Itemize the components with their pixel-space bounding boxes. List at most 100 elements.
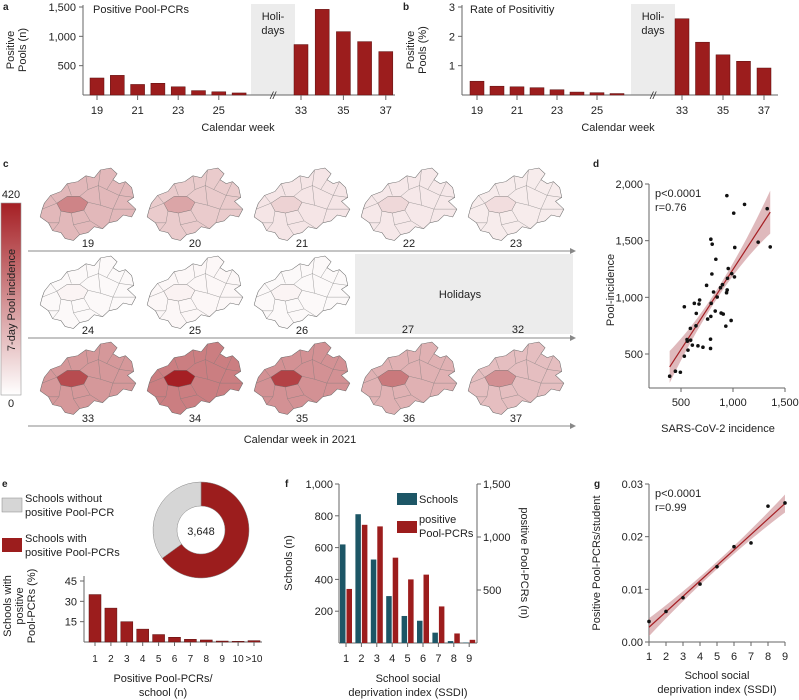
x-tick-label: 2 — [358, 653, 364, 665]
bar-week-34 — [314, 9, 330, 96]
map-week-20 — [146, 167, 244, 241]
data-point — [694, 311, 699, 316]
x-tick-label: 500 — [672, 397, 690, 409]
y-tick-label: 0.00 — [622, 637, 643, 649]
data-point — [725, 276, 730, 281]
bar-pcrs-9 — [469, 639, 476, 643]
stat-label: p<0.0001 — [655, 188, 701, 200]
holiday-region — [631, 4, 675, 95]
data-point — [732, 245, 737, 250]
x-axis-label: School social — [376, 673, 441, 685]
data-point — [692, 301, 697, 306]
x-tick-label: 33 — [676, 105, 688, 117]
bar-schools-2 — [355, 514, 361, 643]
x-tick-label: 1 — [92, 654, 98, 665]
legend-label: positive — [419, 514, 456, 526]
data-point — [696, 344, 700, 348]
y-tick-label: 1,000 — [48, 31, 76, 43]
y-axis-label: Pool-incidence — [605, 254, 617, 326]
y-tick-label-left: 600 — [315, 543, 333, 555]
x-axis-label: Positive Pool-PCRs/ — [113, 673, 213, 685]
x-tick-label: 6 — [172, 654, 178, 665]
axis-break-mark: // — [269, 91, 277, 102]
map-week-36 — [360, 341, 458, 416]
y-tick-label: 1,500 — [48, 2, 76, 14]
x-tick-label: 5 — [714, 651, 720, 663]
bar-schools-1 — [340, 544, 346, 643]
y-tick-label: 1 — [449, 61, 455, 73]
data-point — [673, 369, 678, 374]
map-week-label: 26 — [296, 325, 308, 337]
x-tick-label: 1 — [343, 653, 349, 665]
colorbar-max-label: 420 — [2, 189, 20, 201]
data-point — [766, 504, 770, 508]
map-week-35 — [253, 341, 351, 416]
bar-pcrs-8 — [454, 633, 460, 643]
x-tick-label: 7 — [435, 653, 441, 665]
bar-week-36 — [736, 61, 751, 96]
panel-label-c: c — [3, 159, 9, 170]
y-tick-label: 2,000 — [615, 179, 643, 191]
bar-week-37 — [378, 51, 394, 96]
y-tick-label: 1,500 — [615, 236, 643, 248]
y-axis-label: Positive — [405, 31, 417, 70]
data-point — [704, 283, 709, 288]
bar-schools-4 — [386, 596, 392, 643]
x-tick-label: 25 — [213, 105, 225, 117]
bar-count-6 — [168, 637, 181, 643]
x-tick-label: 5 — [405, 653, 411, 665]
bar-week-19 — [89, 77, 105, 96]
bar-schools-5 — [401, 615, 408, 643]
x-tick-label: 3 — [374, 653, 380, 665]
bar-pcrs-5 — [408, 579, 414, 643]
bar-count-9 — [215, 640, 229, 643]
y-tick-label: 3 — [449, 2, 455, 14]
bar-count-1 — [88, 594, 102, 643]
y-tick-label-left: 800 — [315, 511, 333, 523]
chart-title: Positive Pool-PCRs — [93, 4, 189, 16]
x-tick-label: 2 — [663, 651, 669, 663]
y-tick-label: 2 — [449, 31, 455, 43]
y-axis-label: Schools with — [2, 575, 14, 637]
x-tick-label: 37 — [758, 105, 770, 117]
bar-count-2 — [104, 607, 118, 643]
map-week-label: 36 — [403, 413, 415, 425]
data-point — [721, 312, 726, 316]
x-tick-label: >10 — [246, 654, 263, 665]
holiday-label: days — [261, 25, 285, 37]
data-point — [705, 317, 710, 321]
legend-label: Schools without — [25, 493, 102, 505]
x-tick-label: 21 — [131, 105, 143, 117]
x-tick-label: 10 — [233, 654, 245, 665]
bar-pcrs-3 — [377, 526, 383, 643]
data-point — [688, 326, 693, 331]
x-tick-label: 9 — [219, 654, 225, 665]
legend-label: Schools — [419, 494, 459, 506]
map-week-37 — [467, 341, 565, 416]
bar-week-35 — [336, 31, 351, 96]
data-point — [725, 288, 729, 292]
y-axis-label-left: Schools (n) — [283, 535, 295, 591]
legend-label: positive Pool-PCR — [25, 507, 114, 519]
y-tick-label-right: 500 — [483, 585, 501, 597]
data-point — [686, 348, 690, 352]
data-point — [710, 272, 714, 276]
legend-swatch-pcrs — [397, 521, 417, 533]
data-point — [708, 337, 713, 341]
panel-label-f: f — [285, 479, 289, 490]
map-week-19 — [39, 167, 137, 241]
data-point — [768, 245, 773, 249]
data-point — [726, 266, 731, 271]
map-week-25 — [146, 255, 244, 330]
y-tick-label: 0.02 — [622, 532, 643, 544]
bar-week-24 — [569, 91, 585, 96]
x-axis-label: school (n) — [139, 687, 187, 699]
y-tick-label: 0.03 — [622, 479, 643, 491]
x-axis-label: Calendar week in 2021 — [244, 434, 357, 446]
y-tick-label: 30 — [65, 596, 77, 608]
y-axis-label-right: positive Pool-PCRs (n) — [518, 507, 530, 618]
map-week-label: 33 — [82, 413, 94, 425]
x-tick-label: 19 — [471, 105, 483, 117]
stat-label: r=0.99 — [655, 502, 687, 514]
map-week-label: 25 — [189, 325, 201, 337]
